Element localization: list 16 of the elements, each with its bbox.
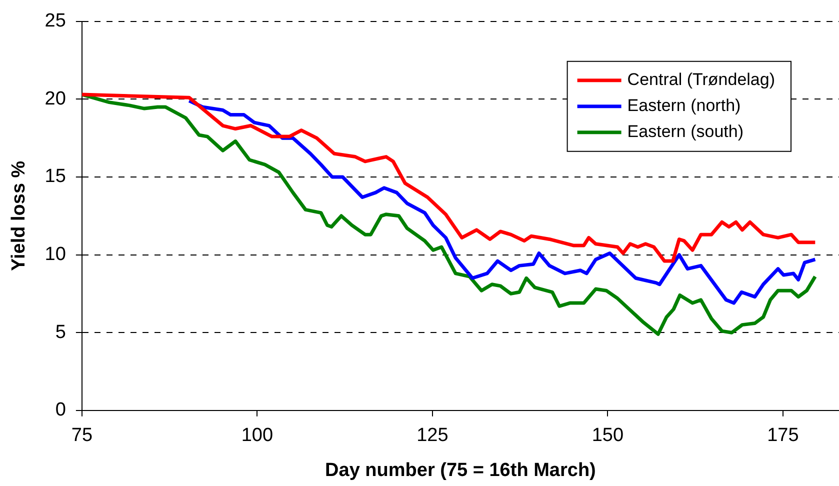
y-tick-label: 15 bbox=[44, 166, 66, 188]
x-tick-label: 125 bbox=[416, 425, 448, 446]
legend-label: Eastern (south) bbox=[627, 122, 744, 142]
y-tick-label: 25 bbox=[44, 10, 66, 32]
legend-label: Eastern (north) bbox=[627, 96, 741, 116]
y-tick-label: 5 bbox=[55, 322, 66, 343]
x-axis-title: Day number (75 = 16th March) bbox=[325, 460, 596, 481]
y-tick-label: 20 bbox=[44, 88, 66, 110]
x-tick-label: 75 bbox=[71, 425, 93, 446]
x-tick-label: 175 bbox=[767, 425, 799, 446]
y-tick-label: 0 bbox=[55, 400, 66, 421]
x-tick-label: 150 bbox=[592, 425, 624, 446]
y-axis-title: Yield loss % bbox=[8, 160, 30, 271]
legend-label: Central (Trøndelag) bbox=[627, 70, 776, 90]
y-tick-label: 10 bbox=[44, 244, 66, 266]
x-tick-label: 100 bbox=[241, 425, 274, 446]
